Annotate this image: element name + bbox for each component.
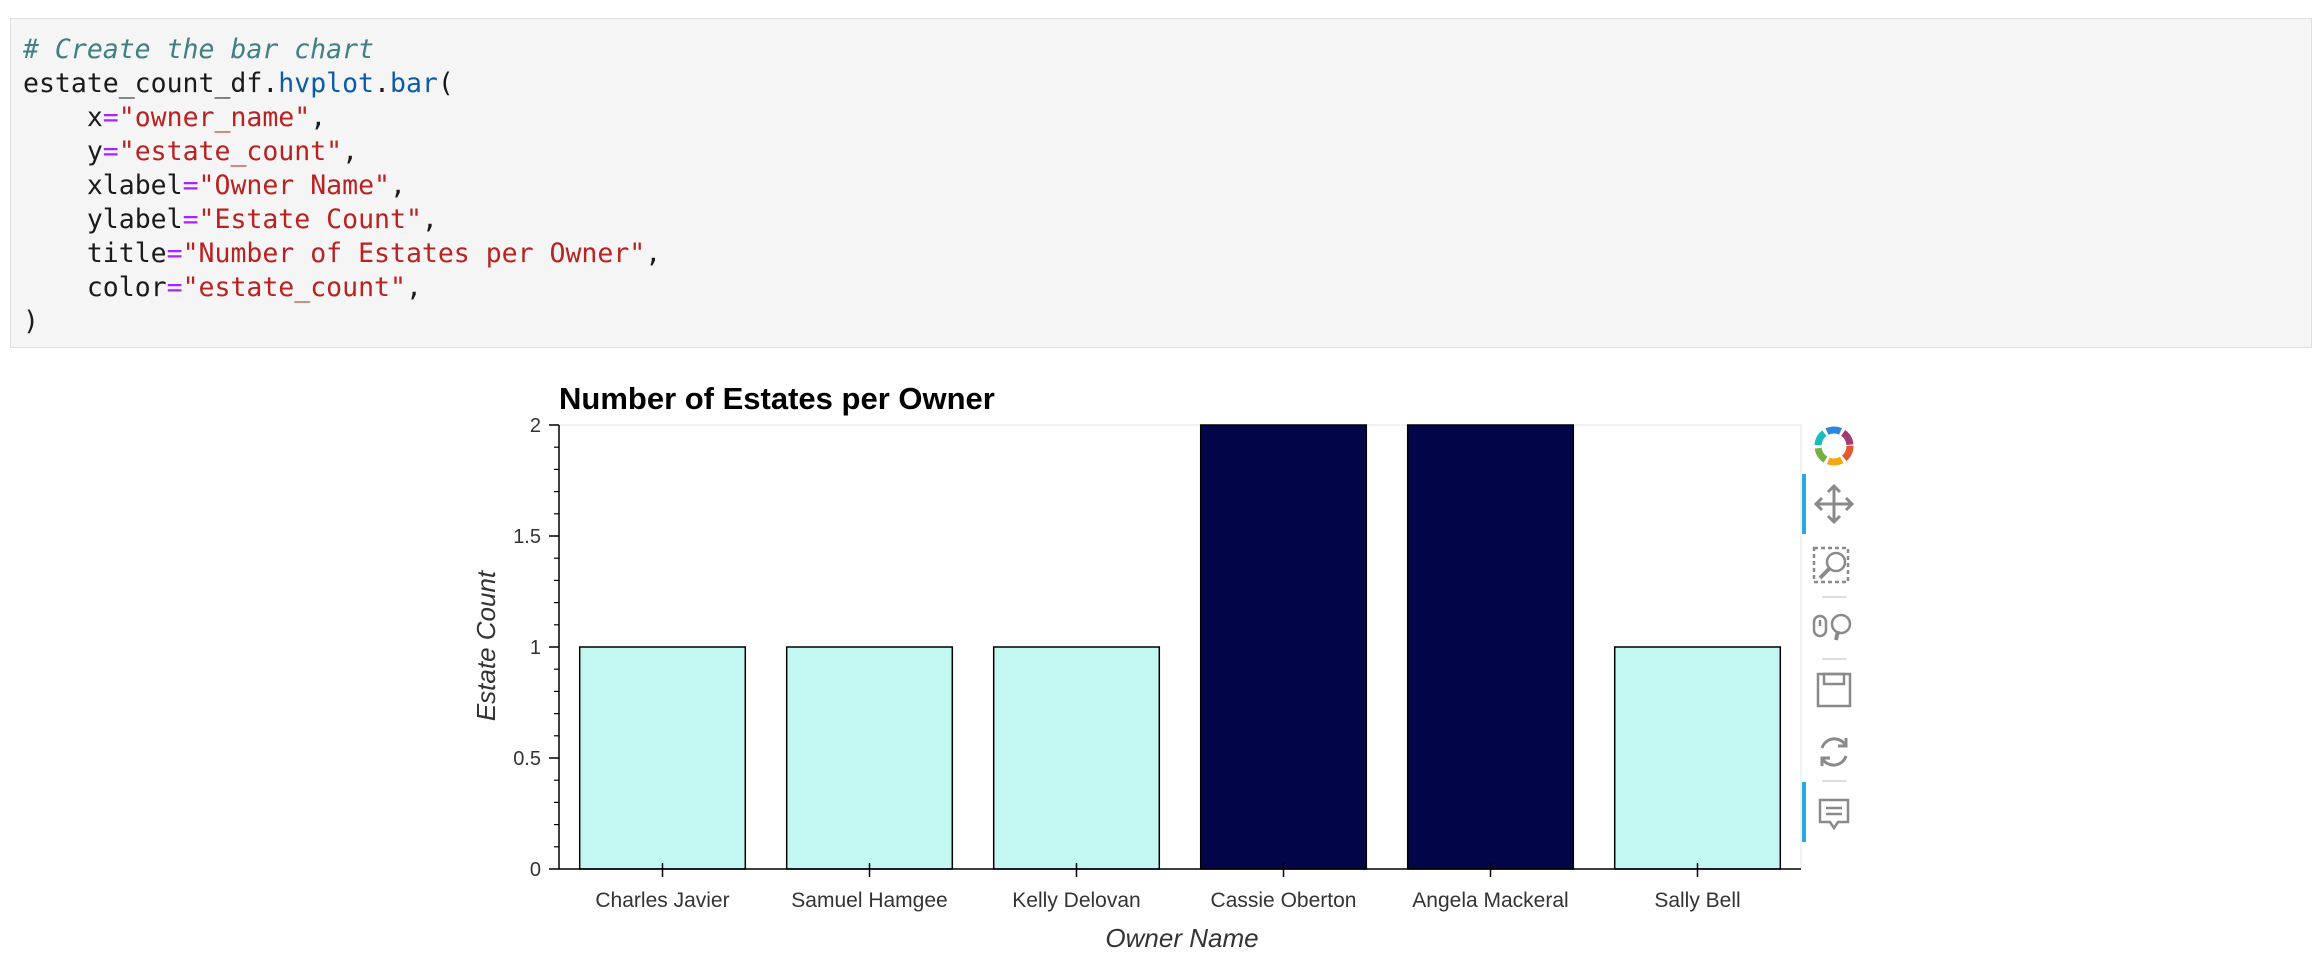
code-close-paren: ) [23,306,39,337]
hover-active-indicator [1802,782,1806,842]
pan-active-indicator [1802,474,1806,534]
bar-angela-mackeral[interactable] [1406,424,1575,870]
toolbar-separator [1822,658,1846,660]
wheel-zoom-icon[interactable] [1808,602,1860,654]
toolbar-separator [1822,780,1846,782]
plot-area[interactable] [558,424,1802,870]
code-arg-value: "owner_name" [118,102,311,133]
code-arg-name: y [86,136,103,167]
code-dot: . [374,68,390,99]
x-tick-label: Kelly Delovan [1012,889,1140,912]
x-axis: Charles Javier Samuel Hamgee Kelly Delovan… [559,863,1801,912]
code-open-paren: ( [437,68,454,99]
x-tick-label: Charles Javier [595,889,729,912]
code-arg-value: "Estate Count" [198,204,422,235]
y-tick-label: 0 [530,859,541,881]
code-arg-name: color [86,272,167,303]
x-tick-label: Cassie Oberton [1211,889,1357,912]
code-arg-name: ylabel [86,204,183,235]
chart-title: Number of Estates per Owner [559,381,995,416]
y-tick-label: 1 [530,637,541,659]
hover-icon[interactable] [1808,788,1860,840]
pan-icon[interactable] [1808,478,1860,530]
chart-toolbar [1800,418,1870,848]
x-tick-label: Sally Bell [1654,889,1740,912]
code-arg-value: "estate_count" [118,136,343,167]
code-arg-name: xlabel [86,170,183,201]
code-arg-name: title [86,238,167,269]
box-zoom-icon[interactable] [1808,540,1860,592]
y-tick-label: 0.5 [513,748,541,770]
y-tick-label: 1.5 [513,526,541,548]
y-axis: 0 0.5 1 1.5 2 [513,415,560,881]
y-axis-title: Estate Count [471,569,501,721]
code-block: # Create the bar chart estate_count_df.h… [23,34,662,337]
code-arg-value: "Owner Name" [198,170,390,201]
code-arg-name: x [86,102,103,133]
bar-samuel-hamgee[interactable] [785,646,954,870]
y-tick-label: 2 [530,415,541,437]
toolbar-separator [1822,596,1846,598]
code-arg-value: "Number of Estates per Owner" [182,238,646,269]
bar-cassie-oberton[interactable] [1199,424,1368,870]
bars-group [578,424,1782,870]
code-arg-value: "estate_count" [182,272,406,303]
bar-sally-bell[interactable] [1613,646,1782,870]
x-tick-label: Samuel Hamgee [791,889,947,912]
bar-kelly-delovan[interactable] [992,646,1161,870]
reset-icon[interactable] [1808,726,1860,778]
plot-background [558,424,1802,870]
code-call-attr-hvplot: hvplot [278,68,375,99]
bokeh-logo-icon[interactable] [1808,420,1860,472]
code-comment: # Create the bar chart [23,34,374,65]
bar-charles-javier[interactable] [578,646,747,870]
code-cell[interactable]: # Create the bar chart estate_count_df.h… [10,18,2312,348]
x-axis-title: Owner Name [1105,923,1258,953]
code-call-attr-bar: bar [389,68,438,99]
code-call-object: estate_count_df. [23,68,279,99]
x-tick-label: Angela Mackeral [1412,889,1568,912]
save-icon[interactable] [1808,664,1860,716]
